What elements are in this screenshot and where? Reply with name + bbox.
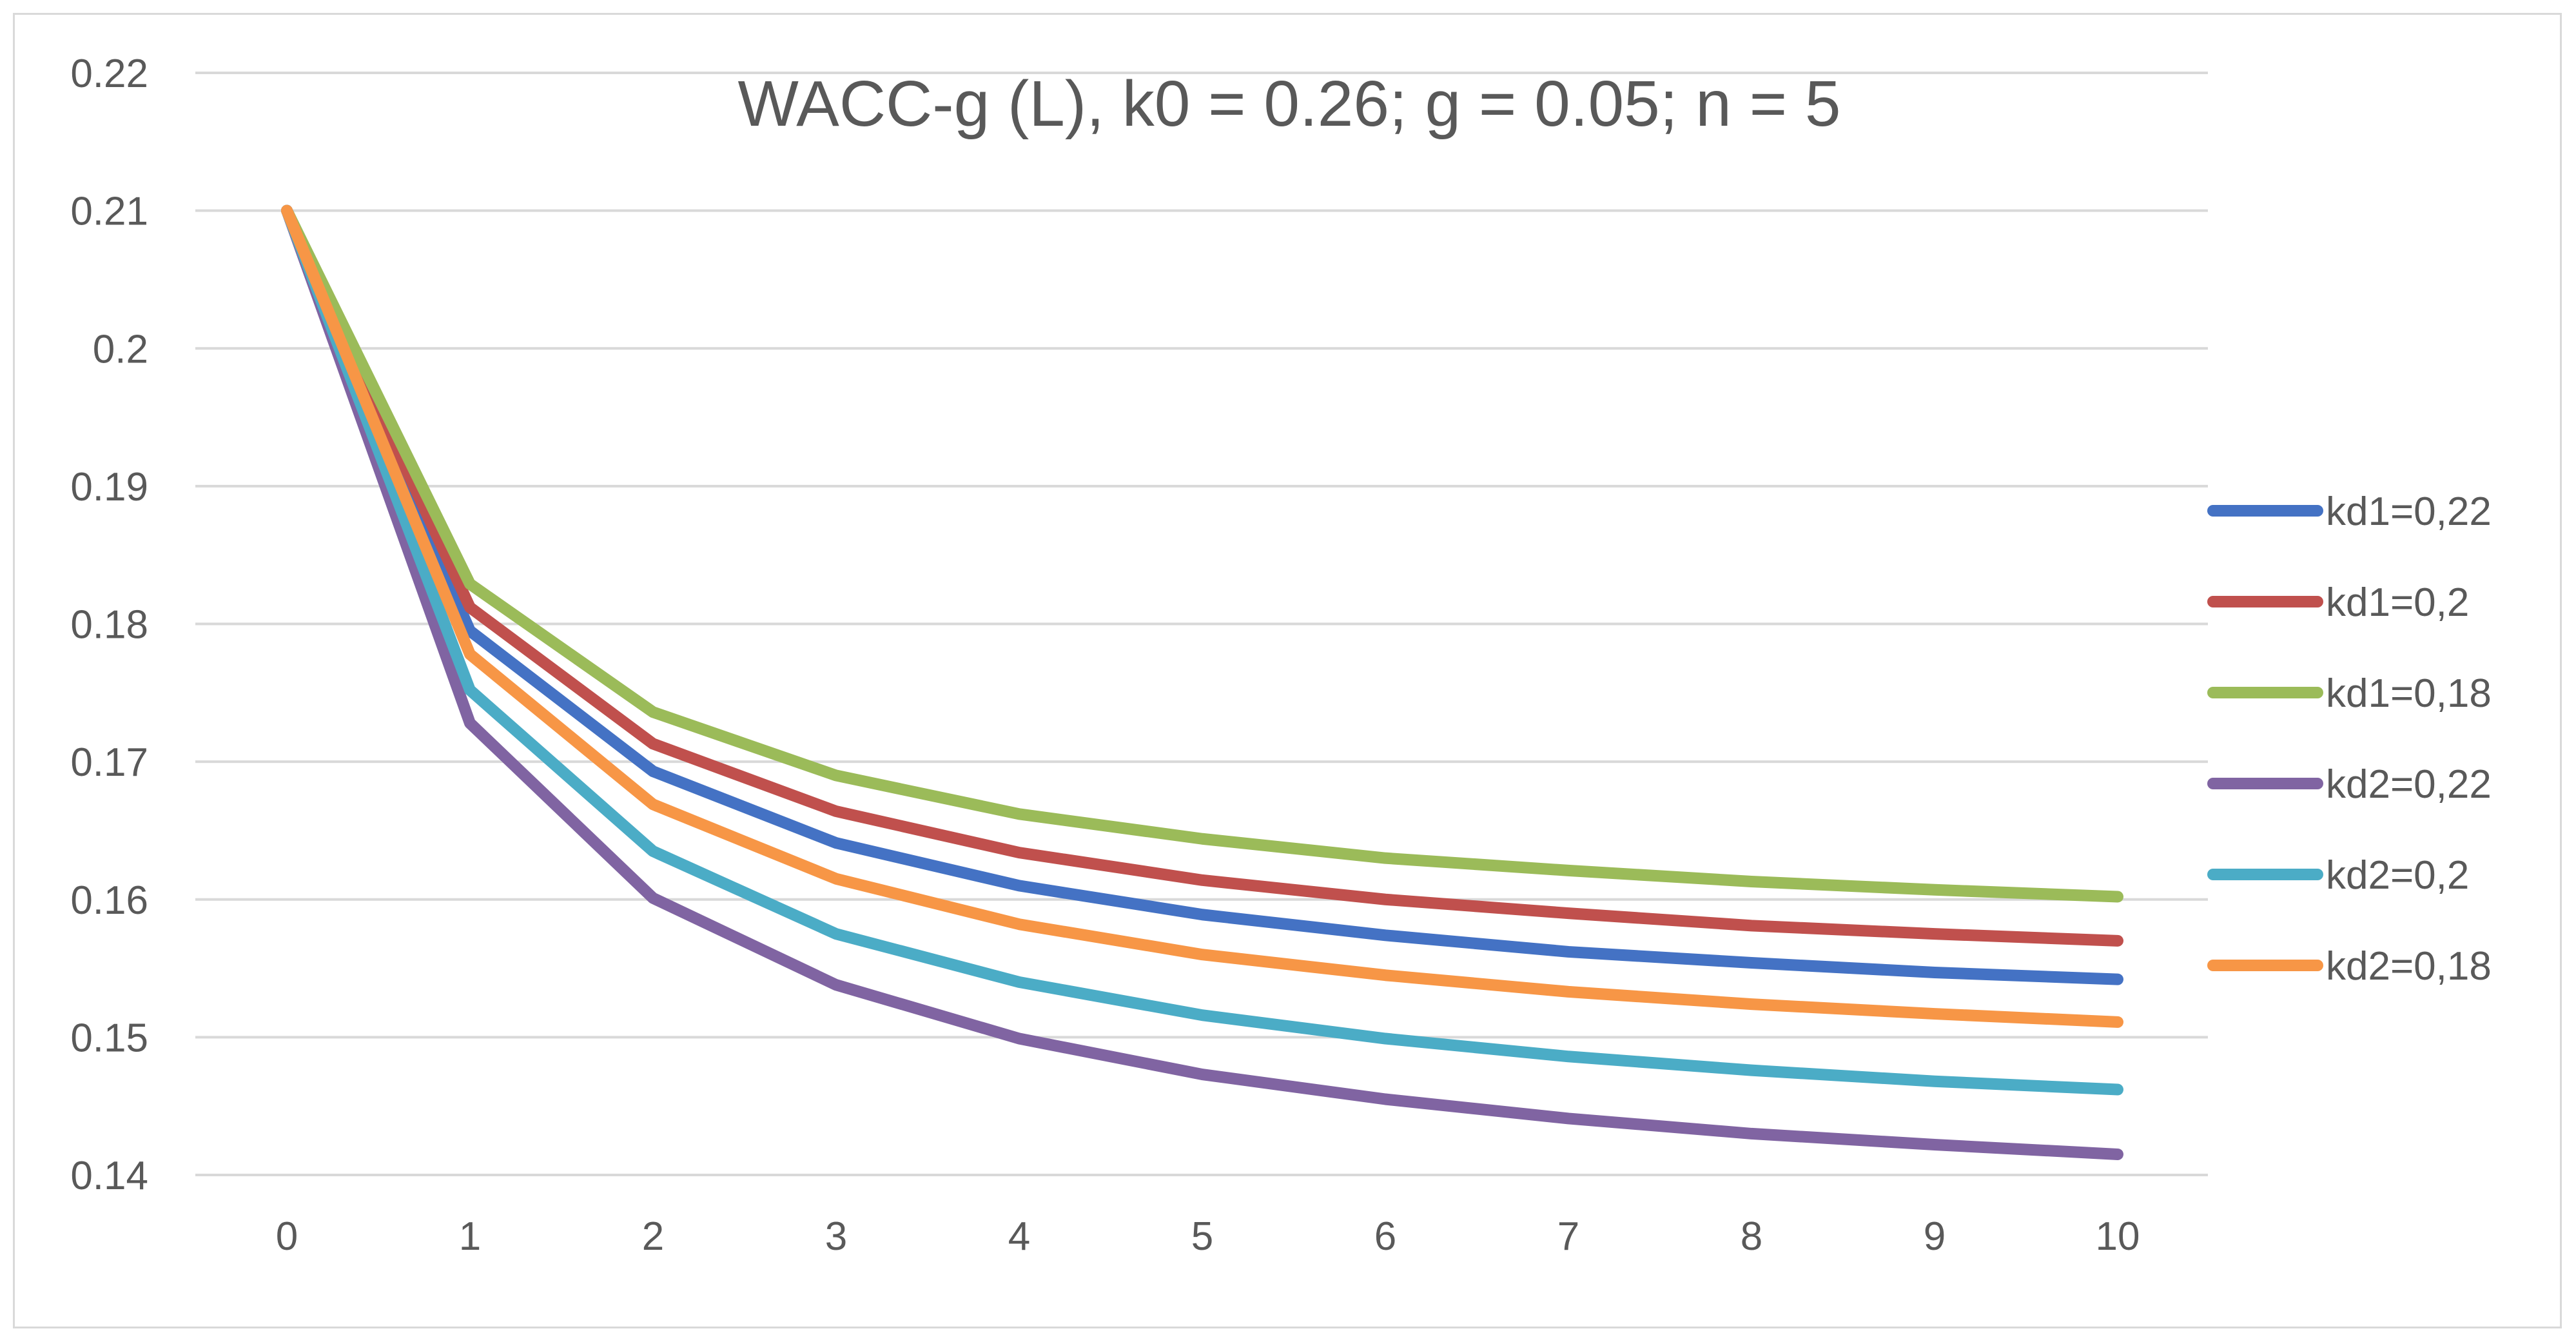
y-tick-label: 0.15 — [70, 1016, 148, 1060]
y-tick-label: 0.16 — [70, 878, 148, 923]
x-tick-label: 0 — [276, 1214, 298, 1259]
legend-label: kd1=0,2 — [2326, 580, 2469, 625]
gridlines — [195, 72, 2208, 1176]
x-tick-label: 4 — [1008, 1214, 1030, 1259]
x-axis-ticks: 0 1 2 3 4 5 6 7 8 9 10 — [276, 1214, 2140, 1259]
y-tick-label: 0.17 — [70, 740, 148, 785]
x-tick-label: 6 — [1374, 1214, 1396, 1259]
series-line — [281, 204, 2123, 985]
y-tick-label: 0.2 — [93, 327, 148, 371]
chart-frame — [13, 13, 2562, 1328]
legend-label: kd2=0,18 — [2326, 944, 2492, 989]
legend-label: kd1=0,22 — [2326, 489, 2492, 534]
y-axis-ticks: 0.14 0.15 0.16 0.17 0.18 0.19 0.2 0.21 0.22 — [70, 52, 148, 1198]
x-tick-label: 9 — [1924, 1214, 1946, 1259]
x-tick-label: 3 — [825, 1214, 847, 1259]
series-line — [281, 204, 2123, 903]
series-line — [281, 204, 2123, 1096]
x-tick-label: 8 — [1741, 1214, 1762, 1259]
series-line — [281, 204, 2123, 1028]
chart-title: WACC-g (L), k0 = 0.26; g = 0.05; n = 5 — [737, 68, 1840, 140]
series-line — [281, 204, 2123, 1160]
x-tick-label: 2 — [642, 1214, 664, 1259]
y-tick-label: 0.19 — [70, 465, 148, 509]
x-tick-label: 10 — [2096, 1214, 2140, 1259]
series-line — [281, 204, 2123, 947]
legend: kd1=0,22 kd1=0,2 kd1=0,18 kd2=0,22 kd2=0,2 kd… — [2207, 489, 2492, 989]
x-tick-label: 5 — [1191, 1214, 1213, 1259]
x-tick-label: 7 — [1557, 1214, 1579, 1259]
legend-label: kd1=0,18 — [2326, 671, 2492, 716]
y-tick-label: 0.22 — [70, 52, 148, 96]
y-tick-label: 0.14 — [70, 1154, 148, 1198]
legend-label: kd2=0,22 — [2326, 762, 2492, 807]
x-tick-label: 1 — [459, 1214, 481, 1259]
y-tick-label: 0.21 — [70, 190, 148, 234]
legend-label: kd2=0,2 — [2326, 853, 2469, 898]
y-tick-label: 0.18 — [70, 603, 148, 647]
series-lines — [281, 204, 2123, 1160]
